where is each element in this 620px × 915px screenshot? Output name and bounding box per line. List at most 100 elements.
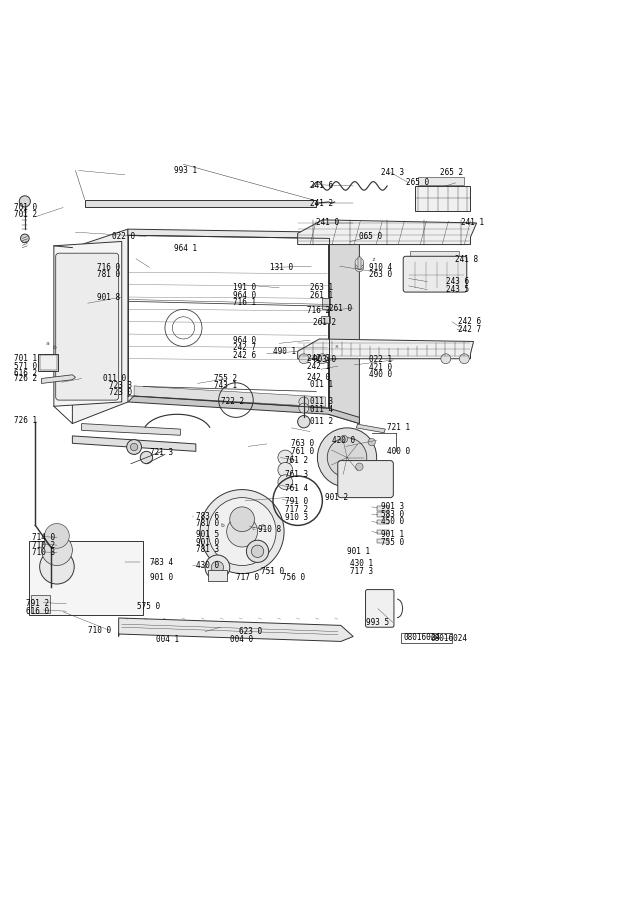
Text: 901 3: 901 3	[381, 502, 404, 511]
Text: 993 5: 993 5	[366, 618, 389, 627]
Polygon shape	[118, 618, 353, 641]
Circle shape	[246, 540, 268, 563]
Circle shape	[317, 428, 377, 487]
Bar	[31, 595, 50, 613]
Text: 08016024: 08016024	[403, 633, 440, 642]
Circle shape	[42, 534, 73, 565]
Text: 710 3: 710 3	[32, 548, 55, 557]
Circle shape	[200, 490, 284, 574]
Text: 791 2: 791 2	[26, 599, 49, 608]
Circle shape	[299, 354, 309, 363]
Text: 265 2: 265 2	[440, 167, 463, 177]
FancyBboxPatch shape	[403, 256, 467, 292]
Text: 450 0: 450 0	[381, 517, 404, 526]
Text: 261 0: 261 0	[329, 304, 352, 313]
Text: 241 8: 241 8	[455, 255, 478, 264]
Text: 003 0: 003 0	[313, 356, 336, 364]
Text: 242 0: 242 0	[307, 372, 330, 382]
Text: 763 0: 763 0	[291, 439, 314, 448]
Text: 901 5: 901 5	[196, 530, 219, 539]
Text: 761 3: 761 3	[285, 470, 308, 479]
Text: 964 1: 964 1	[174, 244, 197, 253]
Polygon shape	[82, 424, 180, 436]
Text: 004 0: 004 0	[230, 635, 253, 644]
Bar	[377, 506, 389, 511]
Text: 265 0: 265 0	[405, 178, 429, 188]
Text: 241 3: 241 3	[381, 167, 404, 177]
Bar	[208, 570, 227, 581]
Text: 901 1: 901 1	[347, 547, 370, 555]
Bar	[29, 541, 143, 615]
Text: 743 1: 743 1	[215, 381, 237, 390]
Circle shape	[355, 264, 364, 272]
Bar	[377, 539, 389, 544]
Text: 430 0: 430 0	[196, 561, 219, 570]
Text: 616 0: 616 0	[26, 607, 49, 616]
Text: 716 1: 716 1	[233, 298, 256, 307]
Text: 901 8: 901 8	[97, 293, 120, 302]
Circle shape	[340, 436, 348, 443]
Bar	[377, 520, 389, 524]
Text: 726 2: 726 2	[14, 374, 37, 383]
Text: 575 0: 575 0	[137, 602, 161, 611]
Text: 761 0: 761 0	[291, 447, 314, 456]
Text: 781 0: 781 0	[97, 270, 120, 279]
Text: 964 0: 964 0	[233, 336, 256, 345]
Text: 701 0: 701 0	[14, 203, 37, 212]
Text: 701 2: 701 2	[14, 210, 37, 220]
Text: 910 8: 910 8	[257, 525, 281, 534]
Polygon shape	[54, 242, 122, 406]
Text: 755 2: 755 2	[215, 374, 237, 383]
Text: 022 0: 022 0	[112, 232, 136, 241]
Polygon shape	[128, 229, 360, 249]
Text: 901 2: 901 2	[326, 493, 348, 502]
Text: 616 2: 616 2	[14, 369, 37, 378]
Circle shape	[278, 462, 293, 478]
Bar	[401, 633, 452, 642]
Text: 241 6: 241 6	[310, 181, 333, 190]
Text: 726 1: 726 1	[14, 416, 37, 425]
Circle shape	[126, 439, 141, 455]
Text: 08016024: 08016024	[430, 634, 467, 643]
Polygon shape	[73, 436, 196, 451]
Circle shape	[459, 354, 469, 363]
Text: 910 4: 910 4	[369, 263, 392, 272]
Text: e: e	[153, 560, 156, 565]
Text: 717 2: 717 2	[285, 505, 308, 514]
Text: 263 1: 263 1	[310, 284, 333, 292]
Text: 714 0: 714 0	[32, 533, 55, 543]
Text: 910 3: 910 3	[285, 513, 308, 522]
Circle shape	[299, 404, 309, 413]
Text: 241 1: 241 1	[461, 219, 484, 228]
Bar	[358, 257, 361, 269]
Text: 490 1: 490 1	[273, 347, 296, 356]
Circle shape	[130, 443, 138, 451]
Bar	[415, 186, 471, 210]
Text: 710 0: 710 0	[88, 626, 111, 635]
Text: 191 0: 191 0	[233, 284, 256, 292]
Text: 717 0: 717 0	[236, 574, 259, 582]
Text: 261 1: 261 1	[310, 291, 333, 300]
Bar	[410, 251, 459, 260]
Circle shape	[227, 516, 257, 547]
Text: 901 1: 901 1	[381, 530, 404, 539]
Bar	[40, 355, 57, 370]
Text: b: b	[221, 522, 224, 528]
Text: 721 1: 721 1	[387, 424, 410, 433]
FancyBboxPatch shape	[338, 460, 393, 498]
Text: e: e	[260, 522, 264, 528]
Polygon shape	[329, 232, 360, 424]
Text: 004 1: 004 1	[156, 635, 179, 644]
Text: 993 1: 993 1	[174, 166, 197, 175]
Text: 721 3: 721 3	[149, 448, 172, 458]
Text: 901 0: 901 0	[149, 574, 172, 582]
Text: 243 5: 243 5	[446, 285, 469, 294]
Text: 781 0: 781 0	[196, 519, 219, 528]
Bar	[322, 298, 330, 309]
Circle shape	[251, 545, 264, 557]
Text: 781 3: 781 3	[196, 545, 219, 554]
FancyBboxPatch shape	[366, 589, 394, 628]
Circle shape	[356, 463, 363, 470]
Text: 242 7: 242 7	[458, 325, 481, 334]
Text: 243 6: 243 6	[446, 277, 469, 286]
